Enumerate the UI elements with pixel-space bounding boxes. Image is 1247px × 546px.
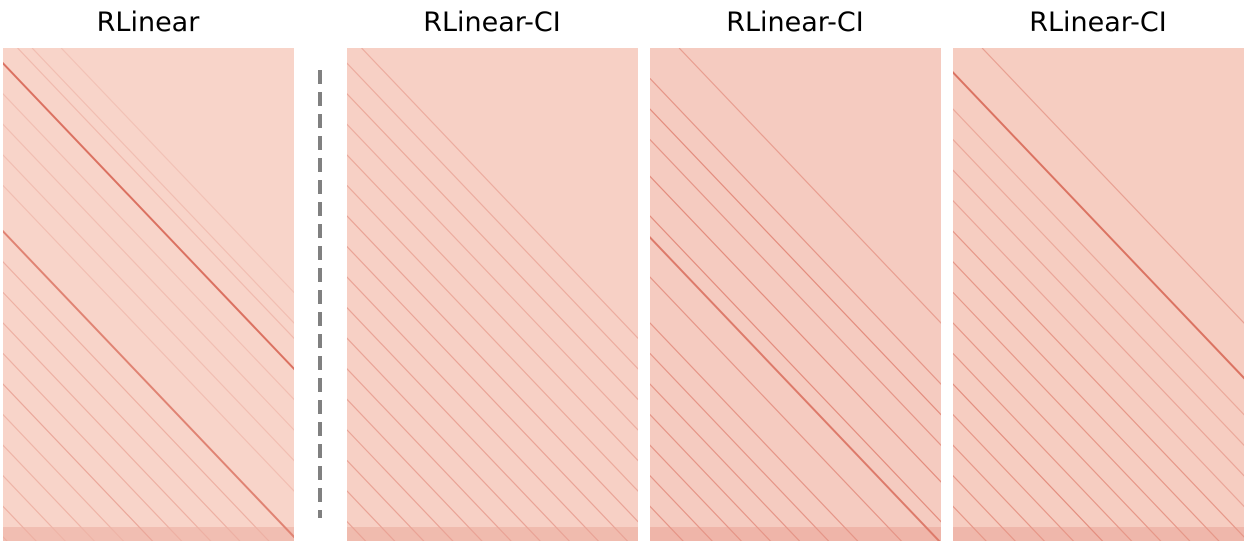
heatmap-diagonal-line bbox=[3, 123, 294, 431]
heatmap-bottom-band bbox=[650, 527, 941, 541]
heatmap-diagonal-line bbox=[31, 48, 294, 324]
panel-rlinear: RLinear bbox=[3, 7, 294, 541]
heatmap-bottom-band bbox=[347, 527, 638, 541]
heatmap-diagonal-line bbox=[953, 230, 1244, 538]
heatmap-diagonal-line bbox=[347, 276, 600, 541]
heatmap-diagonal-line bbox=[3, 322, 212, 541]
heatmap-diagonal-line bbox=[17, 48, 294, 340]
heatmap-diagonal-line bbox=[3, 444, 96, 541]
heatmap-diagonal-line bbox=[650, 215, 941, 523]
heatmap-diagonal-line bbox=[3, 61, 294, 371]
heatmap-diagonal-line bbox=[347, 429, 454, 541]
panel-rlinear-ci-2: RLinear-CI bbox=[650, 7, 941, 541]
panel-title-rlinear-ci-2: RLinear-CI bbox=[726, 7, 864, 38]
heatmap-diagonal-line bbox=[347, 123, 638, 431]
heatmap-background-rlinear-ci-3 bbox=[953, 48, 1244, 541]
heatmap-diagonal-line bbox=[3, 474, 66, 541]
heatmap-diagonal-line bbox=[953, 413, 1075, 541]
heatmap-diagonal-line bbox=[953, 291, 1191, 541]
heatmap-diagonal-line bbox=[650, 77, 941, 385]
heatmap-diagonal-line bbox=[650, 138, 941, 447]
heatmap-diagonal-line bbox=[650, 276, 903, 541]
heatmap-diagonal-line bbox=[3, 229, 294, 539]
heatmap-diagonal-line bbox=[981, 48, 1244, 324]
heatmap-diagonal-line bbox=[953, 322, 1162, 541]
heatmap-diagonal-line bbox=[3, 413, 125, 541]
heatmap-diagonal-line bbox=[650, 235, 941, 541]
heatmap-diagonal-line bbox=[650, 108, 941, 416]
heatmap-diagonal-line bbox=[347, 367, 512, 541]
heatmap-background-rlinear-ci-2 bbox=[650, 48, 941, 541]
heatmap-diagonals-rlinear-ci-2 bbox=[650, 48, 941, 541]
heatmap-diagonal-line bbox=[347, 62, 638, 370]
heatmap-diagonal-line bbox=[953, 352, 1133, 541]
heatmap-diagonal-line bbox=[60, 48, 294, 294]
heatmap-diagonal-line bbox=[3, 261, 270, 541]
heatmap-diagonal-line bbox=[650, 383, 801, 541]
heatmap-diagonal-line bbox=[953, 383, 1104, 541]
heatmap-diagonal-line bbox=[953, 474, 1016, 541]
heatmap-diagonal-line bbox=[953, 108, 1244, 416]
heatmap-diagonal-line bbox=[650, 474, 713, 541]
heatmap-diagonal-line bbox=[3, 92, 294, 401]
heatmap-diagonal-line bbox=[347, 92, 638, 401]
heatmap-diagonal-line bbox=[347, 245, 629, 541]
heatmap-diagonal-line bbox=[3, 154, 294, 462]
heatmap-diagonal-line bbox=[347, 459, 425, 541]
heatmap-diagonal-line bbox=[953, 444, 1046, 541]
heatmap-diagonal-line bbox=[678, 48, 941, 324]
heatmap-bottom-band bbox=[953, 527, 1244, 541]
heatmap-diagonal-line bbox=[953, 261, 1220, 541]
heatmap-diagonal-line bbox=[347, 215, 638, 523]
heatmap-background-rlinear bbox=[3, 48, 294, 541]
panel-rlinear-ci-3: RLinear-CI bbox=[953, 7, 1244, 541]
heatmap-diagonal-line bbox=[3, 291, 241, 541]
panel-rlinear-ci-1: RLinear-CI bbox=[347, 7, 638, 541]
heatmap-diagonal-line bbox=[3, 184, 294, 492]
heatmap-background-rlinear-ci-1 bbox=[347, 48, 638, 541]
heatmap-diagonal-line bbox=[3, 383, 154, 541]
heatmap-diagonal-line bbox=[347, 398, 483, 541]
heatmap-diagonal-line bbox=[347, 337, 541, 541]
heatmap-diagonal-line bbox=[3, 352, 183, 541]
heatmap-diagonal-line bbox=[347, 154, 638, 462]
heatmap-diagonal-line bbox=[953, 169, 1244, 477]
heatmap-diagonal-line bbox=[953, 138, 1244, 447]
heatmap-diagonals-rlinear-ci-3 bbox=[953, 48, 1244, 541]
heatmap-bottom-band bbox=[3, 527, 294, 541]
heatmap-diagonals-rlinear bbox=[3, 48, 294, 541]
heatmap-diagonal-line bbox=[650, 352, 830, 541]
heatmap-diagonal-line bbox=[650, 413, 772, 541]
heatmap-diagonal-line bbox=[347, 306, 571, 541]
heatmap-diagonal-line bbox=[953, 70, 1244, 380]
panel-title-rlinear-ci-1: RLinear-CI bbox=[423, 7, 561, 38]
heatmap-diagonal-line bbox=[347, 184, 638, 492]
heatmap-diagonal-line bbox=[361, 48, 638, 340]
heatmap-diagonal-line bbox=[650, 322, 859, 541]
heatmap-diagonal-line bbox=[953, 199, 1244, 508]
heatmap-diagonal-line bbox=[650, 175, 941, 483]
panel-title-rlinear: RLinear bbox=[97, 7, 201, 38]
panel-title-rlinear-ci-3: RLinear-CI bbox=[1029, 7, 1167, 38]
heatmap-diagonal-line bbox=[650, 444, 743, 541]
heatmap-diagonals-rlinear-ci-1 bbox=[347, 48, 638, 541]
